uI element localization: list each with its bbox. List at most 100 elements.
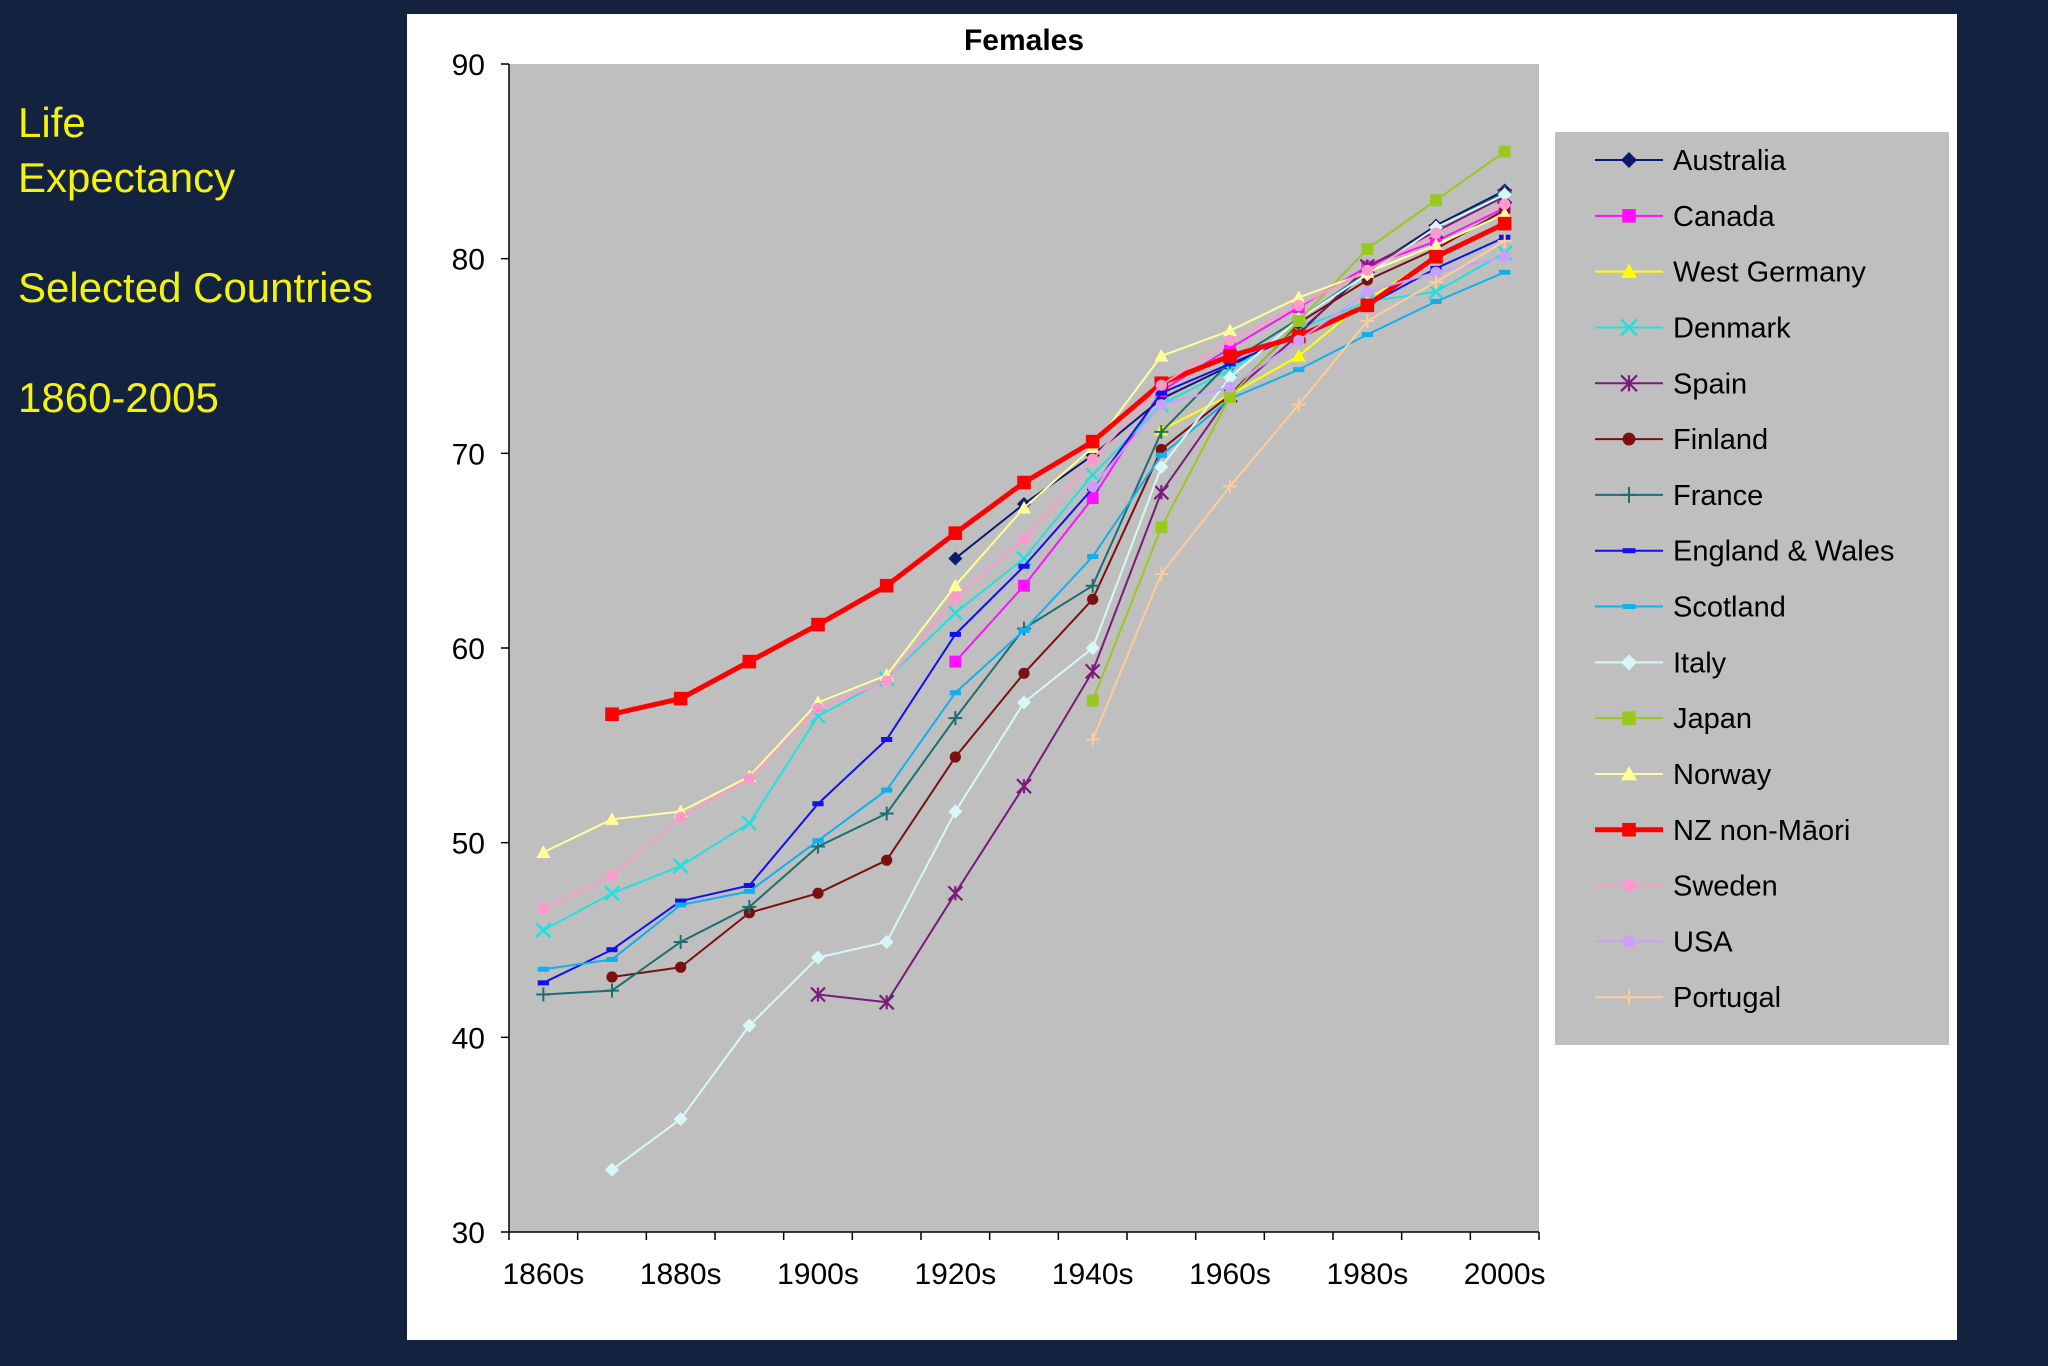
point-england-wales [1224,361,1236,367]
legend-item-australia: Australia [1595,145,1787,177]
point-finland [1087,593,1099,605]
point-denmark [1016,550,1032,567]
point-scotland [1293,367,1305,373]
point-italy [1085,641,1100,655]
legend-label: Canada [1673,201,1775,233]
legend-marker-finland [1622,432,1636,446]
point-nz-non-m-ori [1360,298,1375,313]
point-denmark [604,885,620,902]
series-line-nz-non-m-ori [611,221,1506,717]
caption-selected-countries: Selected Countries [18,264,373,311]
legend-marker-spain [1620,374,1638,393]
point-spain [1016,778,1032,794]
caption-year-range: 1860-2005 [18,374,219,421]
point-nz-non-m-ori [1223,349,1237,363]
series-portugal [1085,234,1512,747]
point-france [879,806,894,821]
point-norway [1497,206,1512,220]
legend-item-sweden: Sweden [1595,871,1778,903]
legend-label: Scotland [1673,592,1786,624]
x-tick-label: 1980s [1326,1258,1408,1291]
point-sweden [743,772,755,785]
legend-marker-nz-non-m-ori [1622,822,1636,837]
point-nz-non-m-ori [1017,475,1031,490]
legend-item-france: France [1595,480,1763,512]
point-sweden [1499,198,1511,210]
point-spain [1153,484,1170,501]
point-scotland [743,888,755,894]
legend-marker-scotland [1622,604,1636,609]
point-sweden [1018,533,1030,545]
point-canada [949,655,962,668]
legend-label: Japan [1673,703,1752,735]
point-france [673,934,688,949]
point-spain [810,986,826,1003]
point-italy [673,1112,688,1127]
legend-item-denmark: Denmark [1595,312,1791,344]
point-usa [1499,251,1511,263]
legend-label: USA [1673,926,1733,958]
point-usa [1087,480,1099,493]
point-scotland [812,838,824,844]
point-italy [879,934,894,949]
point-norway [1154,349,1169,362]
point-scotland [1361,332,1373,338]
legend-label: West Germany [1673,257,1866,289]
point-italy [605,1162,619,1177]
point-finland [1018,667,1030,679]
legend-label: France [1673,480,1763,512]
point-australia [948,551,963,566]
point-japan [1430,194,1442,207]
point-denmark [1428,283,1444,300]
point-norway [948,578,963,592]
point-scotland [675,902,687,908]
legend-marker-france [1621,486,1637,503]
point-usa [1224,381,1236,393]
legend-marker-australia [1621,152,1637,168]
point-norway [1223,323,1237,337]
series-japan [1086,145,1511,707]
point-nz-non-m-ori [948,526,963,540]
point-finland [606,971,618,983]
point-japan [1292,315,1305,327]
point-portugal [1154,567,1169,582]
x-tick-label: 2000s [1464,1258,1546,1291]
point-portugal [1223,479,1237,494]
legend-label: Portugal [1673,982,1781,1014]
point-italy [948,804,963,819]
point-france [605,983,619,998]
point-england-wales [743,882,755,888]
point-nz-non-m-ori [811,617,825,632]
x-tick-label: 1900s [777,1258,859,1291]
point-norway [605,812,619,825]
series-scotland [537,269,1511,972]
point-sweden [537,903,549,915]
point-sweden [1087,453,1099,465]
chart-title: Females [964,24,1084,57]
legend-label: Australia [1673,145,1787,177]
legend-item-norway: Norway [1595,759,1772,791]
point-sweden [675,811,687,823]
legend-marker-west-germany [1621,263,1637,279]
point-sweden [812,702,824,714]
series-line-finland [611,209,1506,978]
line-chart: 30 40 50 60 70 80 90 1860s 1880s 1900s 1920s 1940s 1… [452,24,1949,1291]
legend-marker-norway [1621,765,1637,781]
point-scotland [1087,554,1099,560]
point-nz-non-m-ori [1497,216,1512,231]
point-norway [1429,238,1443,251]
point-italy [1154,459,1169,474]
point-england-wales [606,947,618,953]
legend-label: Norway [1673,759,1772,791]
point-portugal [1085,732,1100,747]
point-italy [742,1018,757,1033]
point-japan [1086,694,1099,707]
legend-item-nz-non-m-ori: NZ non-Māori [1595,815,1850,847]
series-usa [1087,251,1511,493]
legend-marker-italy [1621,654,1637,671]
point-portugal [1360,313,1375,328]
point-usa [1293,334,1305,347]
legend-item-finland: Finland [1595,424,1768,456]
point-portugal [1291,397,1306,412]
point-england-wales [537,980,549,986]
